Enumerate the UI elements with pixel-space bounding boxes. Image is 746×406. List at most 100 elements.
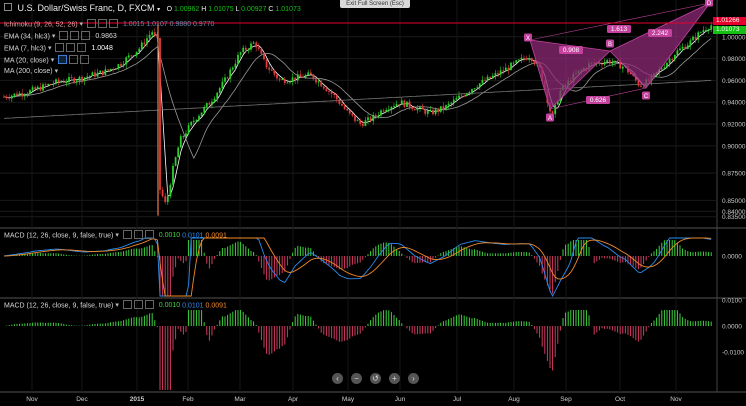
candle-body	[437, 109, 440, 112]
legend-ema-34[interactable]: EMA (34, hlc3) ▾ 0.9863	[4, 31, 117, 41]
candle-body	[673, 55, 676, 60]
candle-body	[62, 81, 65, 83]
candle-body	[520, 57, 523, 60]
chevron-down-icon[interactable]: ▾	[115, 232, 119, 240]
zoom-out-icon[interactable]: −	[351, 373, 362, 384]
candle-body	[195, 119, 198, 121]
candle-body	[335, 94, 338, 100]
eye-icon[interactable]	[122, 300, 132, 309]
candle-body	[78, 76, 81, 81]
chevron-right-icon[interactable]: ›	[408, 373, 419, 384]
candle-body	[369, 117, 372, 121]
chevron-down-icon[interactable]: ▾	[157, 7, 161, 13]
candle-body	[161, 189, 164, 197]
candle-body	[608, 60, 611, 64]
candle-body	[309, 72, 312, 75]
pattern-point-b-bg	[606, 39, 614, 48]
pattern-point-c-bg	[642, 91, 650, 100]
eye-icon[interactable]	[59, 31, 69, 40]
candle-body	[34, 87, 37, 90]
candle-body	[86, 76, 89, 78]
candle-body	[273, 70, 276, 75]
candle-body	[299, 74, 302, 77]
candle-body	[382, 110, 385, 112]
close-icon[interactable]	[109, 19, 119, 28]
candle-body	[218, 88, 221, 93]
candle-body	[697, 32, 700, 40]
symbol-name[interactable]: U.S. Dollar/Swiss Franc, D, FXCM	[17, 3, 155, 13]
candle-body	[302, 76, 304, 78]
chevron-down-icon[interactable]: ▾	[48, 45, 52, 53]
legend-ma-20[interactable]: MA (20, close) ▾	[4, 55, 90, 65]
legend-ichimoku[interactable]: Ichimoku (9, 26, 52, 26) ▾ 1.0015 1.0107 …	[4, 19, 214, 29]
candle-body	[413, 109, 416, 111]
candle-body	[263, 53, 265, 60]
pattern-point-c: C	[644, 94, 649, 100]
candle-body	[629, 72, 632, 75]
settings-icon[interactable]	[66, 43, 76, 52]
candle-body	[140, 42, 143, 49]
close-icon[interactable]	[77, 43, 87, 52]
chevron-down-icon[interactable]: ▾	[79, 21, 84, 29]
harmonic-pattern[interactable]: X A B C D 0.908 1.613 2.242 0.626	[524, 0, 713, 122]
chevron-down-icon[interactable]: ▾	[115, 302, 119, 310]
close-icon[interactable]	[144, 300, 154, 309]
close-icon[interactable]	[80, 55, 90, 64]
legend-macd-1[interactable]: MACD (12, 26, close, 9, false, true) ▾ 0.…	[4, 230, 227, 240]
chevron-left-icon[interactable]: ‹	[332, 373, 343, 384]
pattern-xab-triangle[interactable]	[529, 39, 611, 110]
candle-body	[104, 69, 107, 76]
eye-icon[interactable]	[55, 43, 65, 52]
candle-body	[333, 93, 336, 95]
eye-icon[interactable]	[122, 230, 132, 239]
candle-body	[679, 48, 681, 51]
pattern-point-b: B	[608, 42, 612, 48]
macd-tick-label: 0.0100	[722, 298, 742, 305]
settings-icon[interactable]	[133, 300, 143, 309]
candle-body	[424, 109, 427, 114]
candle-body	[320, 81, 323, 87]
collapse-icon[interactable]	[4, 3, 12, 11]
candle-body	[13, 93, 16, 96]
settings-icon[interactable]	[69, 55, 79, 64]
chart-title: U.S. Dollar/Swiss Franc, D, FXCM ▾ O 1.0…	[4, 3, 301, 13]
chevron-down-icon[interactable]: ▾	[51, 33, 56, 41]
eye-icon[interactable]	[58, 55, 68, 64]
legend-ma-200[interactable]: MA (200, close) ▾	[4, 68, 59, 75]
chevron-down-icon[interactable]: ▾	[50, 57, 55, 65]
candle-body	[668, 58, 671, 63]
time-axis-label: Apr	[288, 396, 299, 403]
candle-body	[517, 59, 520, 61]
legend-macd-2[interactable]: MACD (12, 26, close, 9, false, true) ▾ 0.…	[4, 300, 227, 310]
exit-fullscreen-button[interactable]: Exit Full Screen (Esc)	[340, 0, 410, 8]
candle-body	[671, 58, 674, 60]
settings-icon[interactable]	[70, 31, 80, 40]
candle-body	[484, 79, 486, 81]
settings-icon[interactable]	[133, 230, 143, 239]
ratio-ac-bg	[586, 96, 610, 104]
candle-body	[146, 38, 148, 45]
candle-body	[497, 73, 499, 75]
chevron-down-icon[interactable]: ▾	[54, 68, 59, 75]
candle-body	[686, 45, 689, 49]
settings-icon[interactable]	[98, 19, 108, 28]
ema-34-line	[3, 37, 712, 160]
price-tag-current: 1.01266	[713, 17, 746, 25]
axes: 1.00000 0.98000 0.96000 0.94000 0.92000 0.900…	[26, 34, 746, 403]
pattern-bcd-triangle[interactable]	[609, 2, 711, 89]
legend-ema-7[interactable]: EMA (7, hlc3) ▾ 1.0048	[4, 43, 113, 53]
candle-body	[101, 70, 104, 76]
candle-body	[463, 95, 466, 97]
macd-panel-1: 0.0000	[3, 237, 742, 297]
close-icon[interactable]	[144, 230, 154, 239]
reset-icon[interactable]: ↺	[370, 373, 381, 384]
close-icon[interactable]	[81, 31, 91, 40]
candle-body	[153, 32, 156, 35]
candle-body	[169, 184, 172, 197]
candle-body	[83, 77, 86, 81]
candle-body	[442, 106, 445, 110]
eye-icon[interactable]	[87, 19, 97, 28]
candle-body	[96, 72, 99, 77]
zoom-in-icon[interactable]: +	[389, 373, 400, 384]
